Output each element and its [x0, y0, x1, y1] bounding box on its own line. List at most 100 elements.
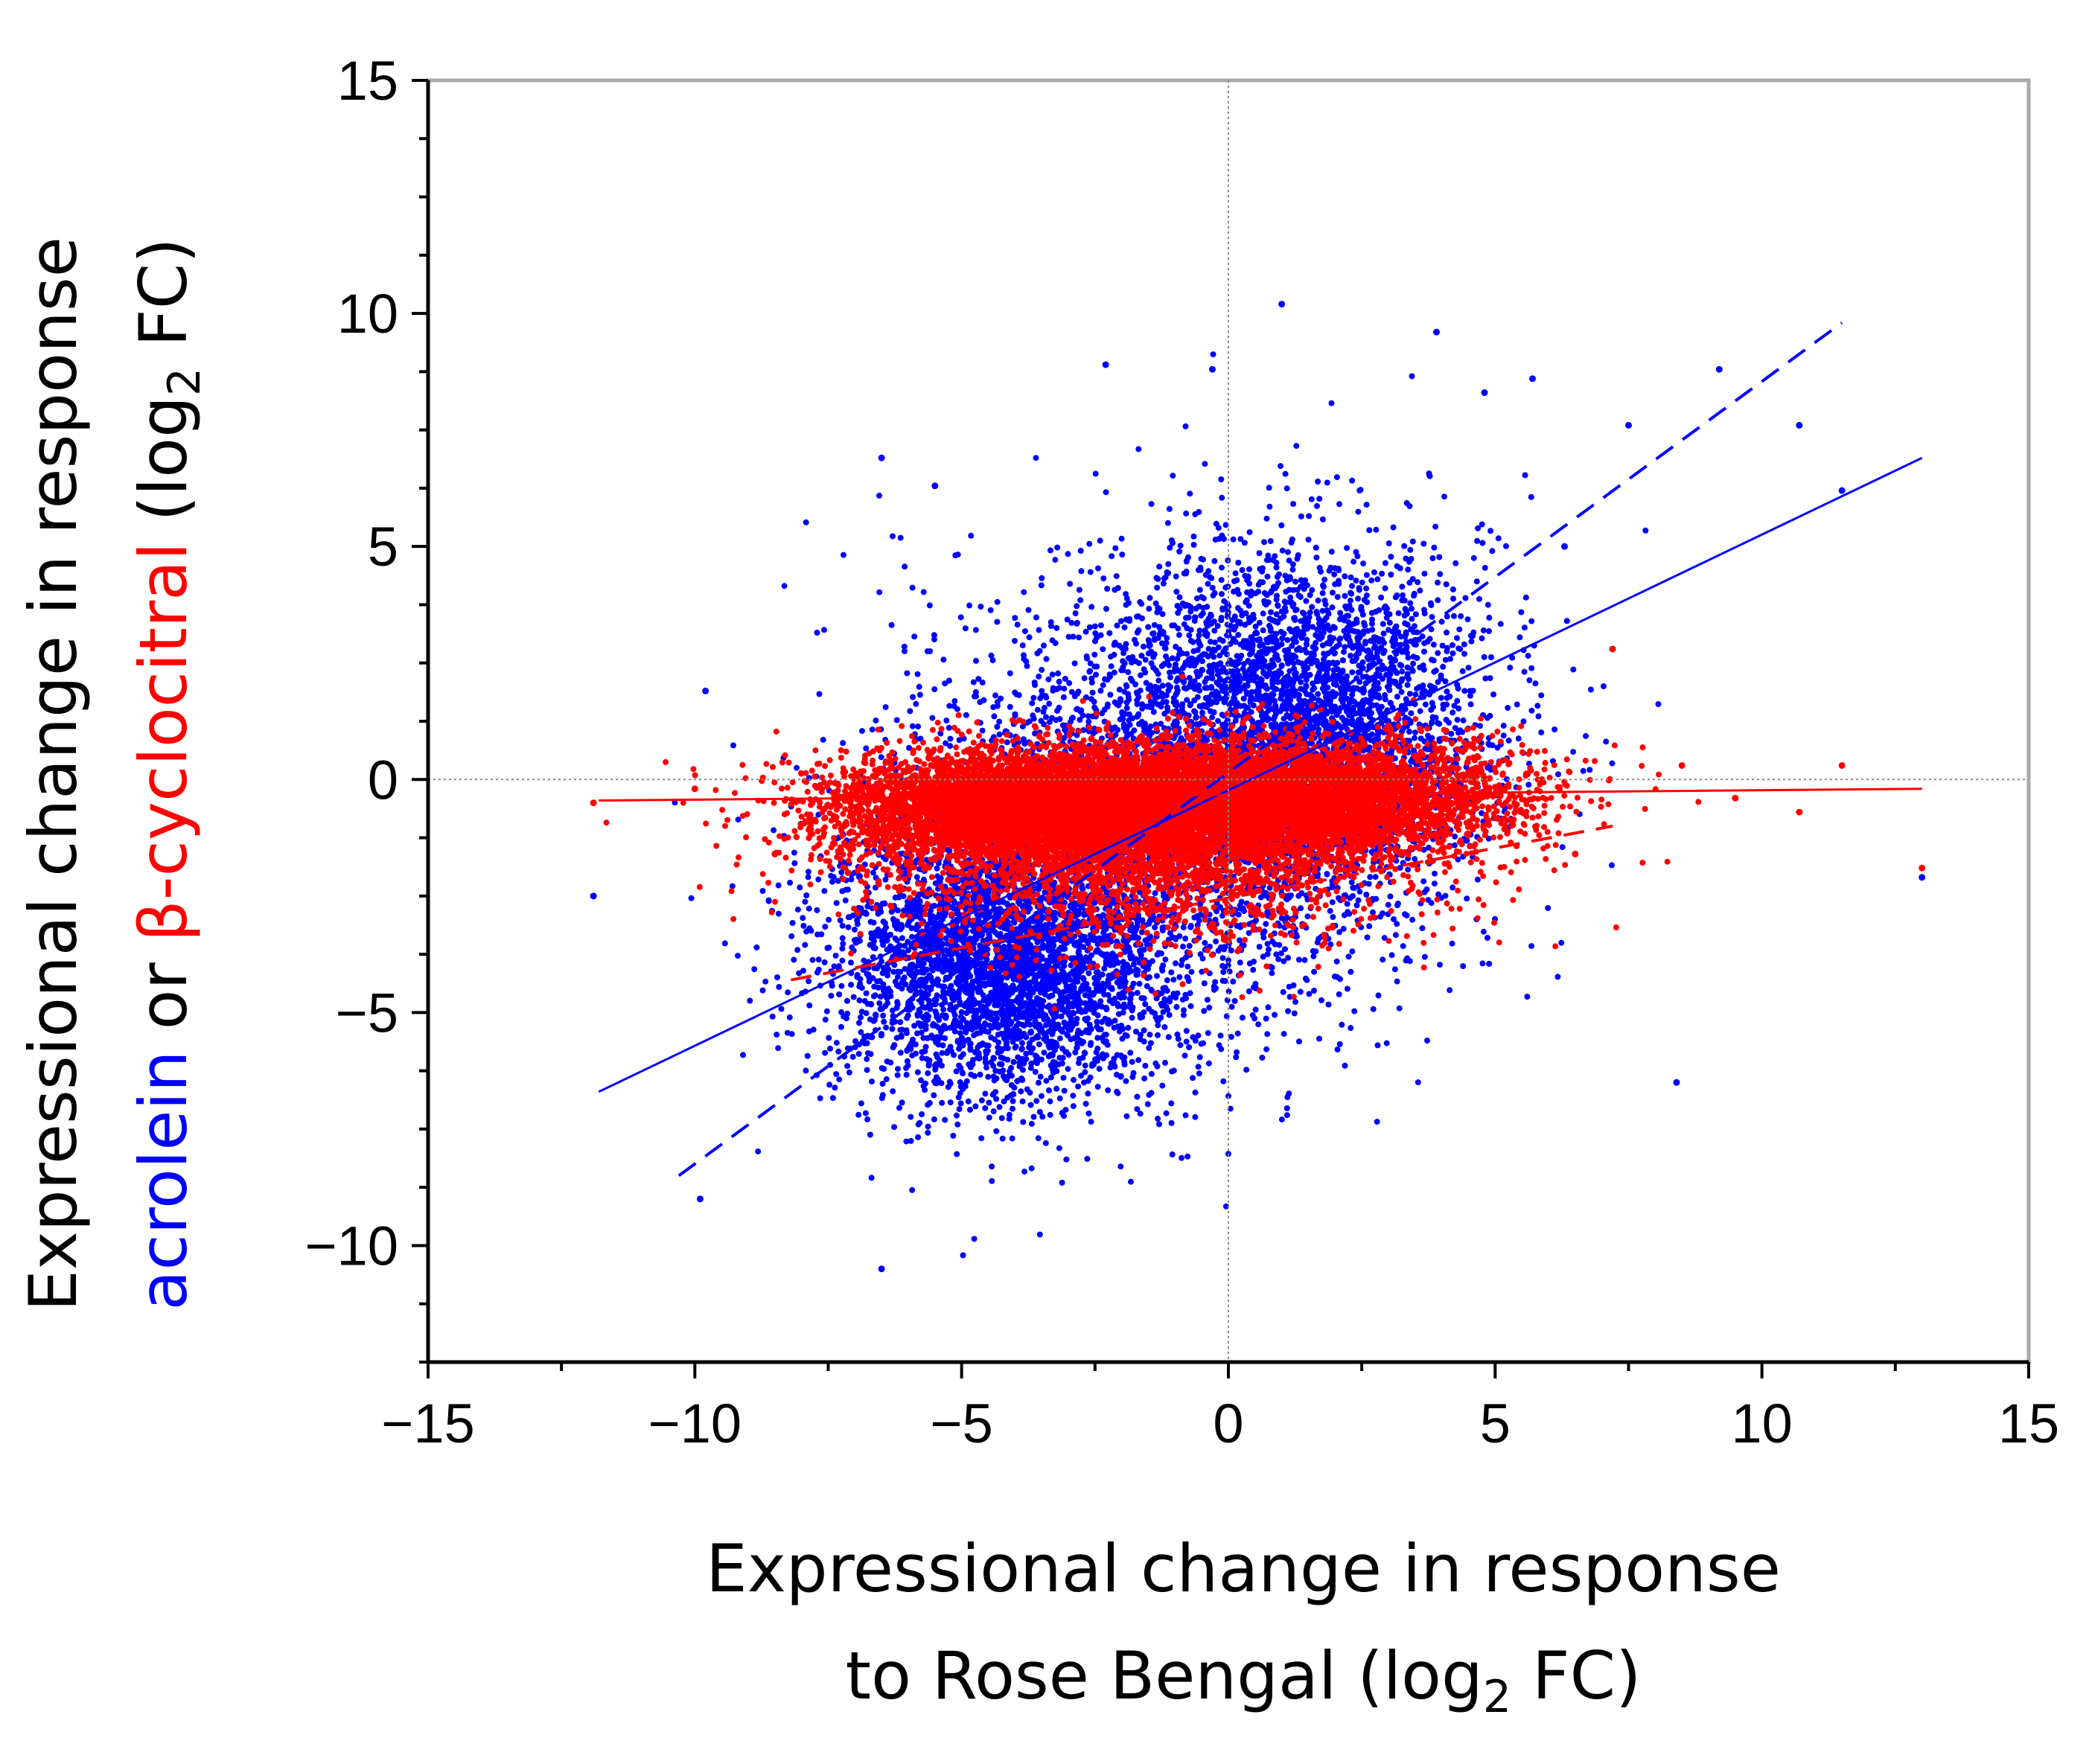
- data-point: [1196, 587, 1203, 593]
- data-point: [1211, 557, 1218, 564]
- data-point: [989, 1177, 995, 1184]
- data-point: [1009, 1135, 1015, 1142]
- data-point: [1237, 607, 1244, 614]
- data-point: [1563, 618, 1570, 624]
- data-point: [1039, 575, 1045, 581]
- data-point: [956, 737, 963, 744]
- data-point: [1167, 674, 1174, 681]
- data-point: [1043, 656, 1050, 662]
- data-point: [1190, 1075, 1196, 1081]
- data-point: [914, 671, 921, 677]
- data-point: [1405, 654, 1412, 661]
- data-point: [1165, 1034, 1172, 1041]
- data-point: [1068, 688, 1075, 695]
- data-point: [1129, 1058, 1135, 1065]
- data-point: [1082, 628, 1089, 635]
- data-point: [1085, 970, 1092, 977]
- data-point: [1474, 876, 1481, 883]
- data-point: [775, 1045, 782, 1052]
- data-point: [985, 1029, 992, 1035]
- data-point: [1266, 485, 1272, 491]
- data-point: [1156, 563, 1163, 570]
- data-point: [1082, 1062, 1088, 1069]
- data-point: [765, 898, 772, 904]
- data-point: [1108, 663, 1114, 670]
- data-point: [1104, 701, 1111, 708]
- data-point: [856, 1020, 862, 1026]
- data-point: [1201, 1008, 1208, 1014]
- data-point: [1410, 660, 1417, 667]
- data-point: [826, 1081, 833, 1088]
- data-point: [990, 1108, 997, 1115]
- data-point: [986, 1099, 992, 1106]
- data-point: [829, 878, 835, 885]
- data-point: [904, 670, 910, 677]
- data-point: [863, 990, 870, 997]
- data-point: [1187, 1003, 1194, 1009]
- data-point: [1239, 1014, 1246, 1021]
- data-point: [1103, 606, 1109, 613]
- data-point: [1210, 351, 1216, 358]
- data-point: [1175, 625, 1181, 632]
- data-point: [909, 584, 916, 591]
- data-point: [1215, 661, 1222, 668]
- data-point: [1431, 881, 1438, 887]
- data-point: [988, 652, 995, 659]
- data-point: [822, 924, 829, 930]
- data-point: [951, 697, 958, 704]
- data-point: [1006, 1111, 1012, 1118]
- data-point: [1232, 570, 1239, 577]
- data-point: [862, 1110, 869, 1116]
- data-point: [1313, 544, 1319, 551]
- data-point: [1046, 1087, 1052, 1093]
- data-point: [1428, 900, 1435, 907]
- data-point: [1255, 1021, 1262, 1028]
- data-point: [1330, 667, 1337, 674]
- data-point: [1041, 1049, 1047, 1056]
- data-point: [1170, 473, 1176, 479]
- data-point: [869, 1078, 875, 1084]
- data-point: [1179, 1154, 1185, 1161]
- data-point: [791, 849, 797, 856]
- data-point: [1021, 628, 1028, 635]
- data-point: [1146, 1032, 1153, 1038]
- data-point: [839, 945, 846, 952]
- data-point: [957, 1100, 964, 1107]
- data-point: [747, 997, 753, 1004]
- data-point: [1349, 669, 1356, 676]
- data-point: [1088, 604, 1095, 610]
- data-point: [909, 1186, 916, 1193]
- data-point: [1021, 1169, 1028, 1175]
- data-point: [996, 1104, 1003, 1111]
- data-point: [1047, 547, 1053, 554]
- data-point: [1524, 994, 1531, 1000]
- data-point: [1007, 703, 1013, 710]
- data-point: [880, 1012, 887, 1019]
- data-point: [1394, 921, 1400, 927]
- data-point: [876, 589, 883, 595]
- data-point: [915, 723, 922, 730]
- data-point: [1521, 668, 1528, 675]
- data-point: [864, 1116, 871, 1122]
- data-point: [1154, 584, 1161, 591]
- data-point: [1349, 583, 1355, 589]
- data-point: [836, 1076, 843, 1083]
- data-point: [1298, 577, 1304, 584]
- data-point: [1495, 535, 1502, 542]
- data-point: [1160, 962, 1167, 968]
- data-point: [1158, 703, 1164, 710]
- data-point: [1144, 703, 1150, 710]
- data-point: [1230, 978, 1237, 985]
- data-point: [1283, 1112, 1290, 1119]
- data-point: [1353, 578, 1359, 584]
- data-point: [1315, 597, 1321, 604]
- data-point: [1113, 573, 1120, 580]
- data-point: [1263, 921, 1269, 927]
- data-point: [943, 947, 949, 953]
- data-point: [978, 1097, 985, 1104]
- data-point: [1447, 656, 1453, 662]
- data-point: [1399, 584, 1406, 590]
- data-point: [1079, 975, 1086, 981]
- data-point: [1480, 627, 1487, 633]
